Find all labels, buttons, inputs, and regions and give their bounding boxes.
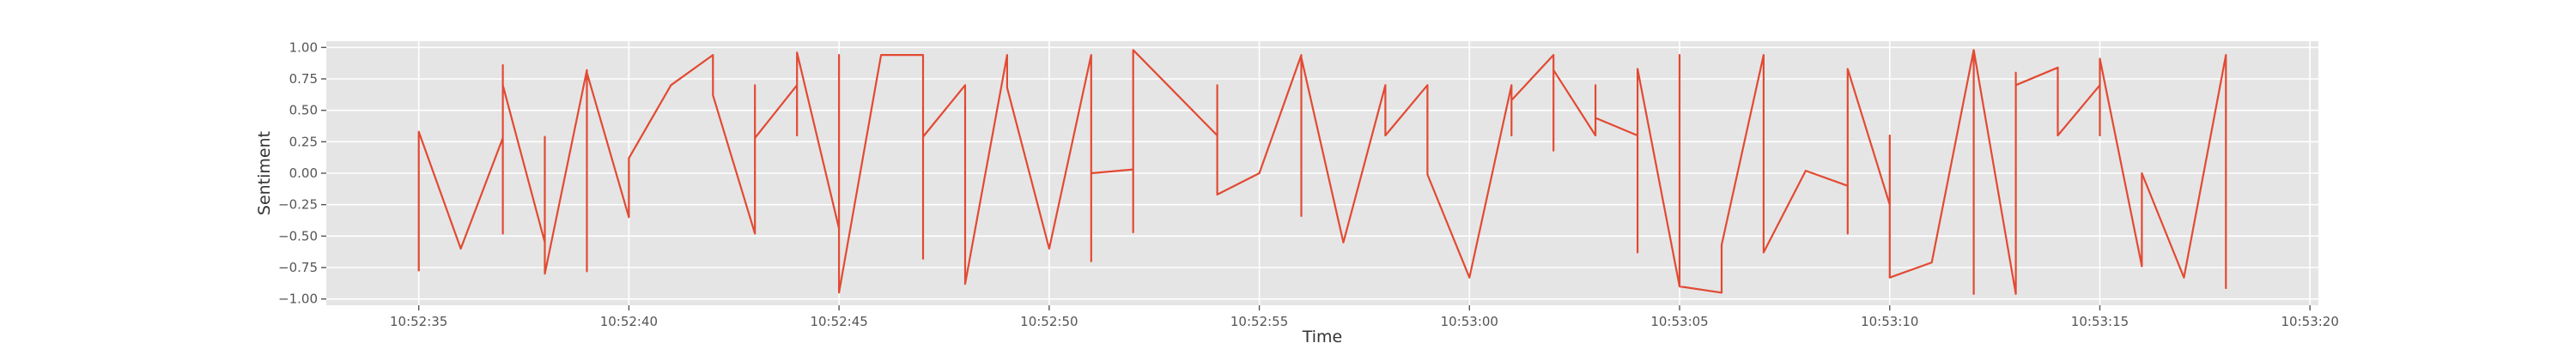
x-tick-label: 10:52:45 (810, 314, 867, 329)
x-tick-label: 10:53:00 (1441, 314, 1498, 329)
y-tick-label: −0.50 (278, 228, 318, 244)
x-tick-label: 10:53:20 (2281, 314, 2339, 329)
x-tick-label: 10:52:35 (390, 314, 447, 329)
y-tick-label: −1.00 (278, 292, 318, 307)
y-tick-label: −0.25 (278, 197, 318, 213)
y-tick-label: 0.50 (289, 103, 318, 118)
axis-ticks: 10:52:35 10:52:40 10:52:45 10:52:50 10:52:55… (278, 39, 2339, 329)
sentiment-series-line (417, 49, 2227, 295)
x-tick-label: 10:52:40 (600, 314, 658, 329)
y-tick-label: 0.00 (289, 165, 318, 181)
y-tick-label: −0.75 (278, 260, 318, 275)
x-tick-label: 10:53:15 (2071, 314, 2129, 329)
y-tick-label: 1.00 (289, 39, 318, 55)
y-axis-label: Sentiment (255, 131, 274, 215)
x-tick-label: 10:52:50 (1020, 314, 1078, 329)
x-tick-label: 10:52:55 (1230, 314, 1288, 329)
y-tick-label: 0.25 (289, 134, 318, 149)
x-axis-label: Time (1302, 328, 1343, 343)
y-tick-label: 0.75 (289, 71, 318, 87)
x-tick-label: 10:53:05 (1650, 314, 1708, 329)
x-tick-label: 10:53:10 (1861, 314, 1918, 329)
